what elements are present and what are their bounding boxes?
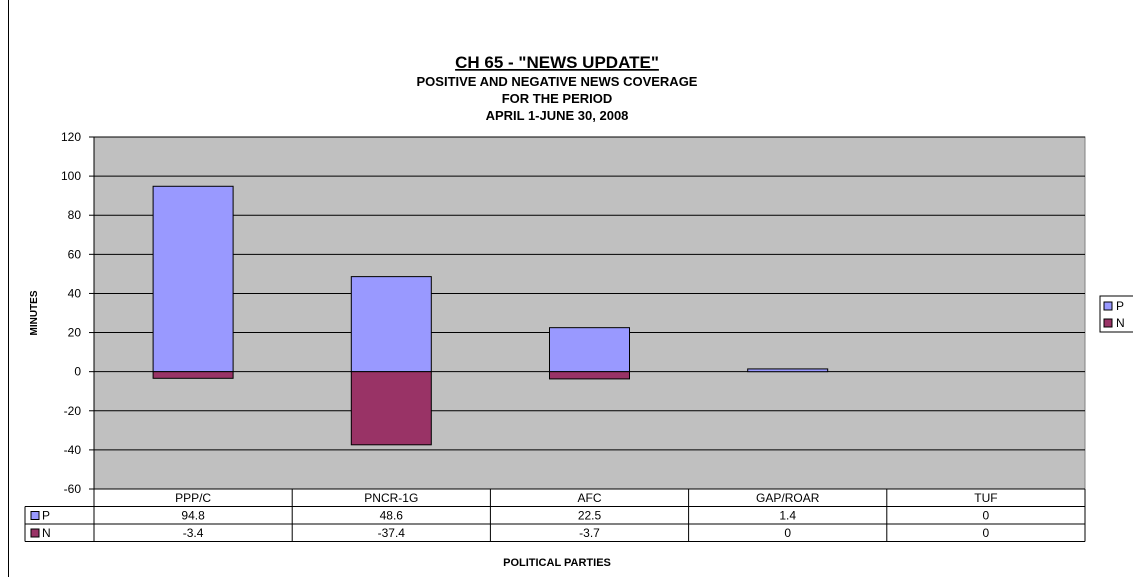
- legend-label: N: [1116, 316, 1125, 330]
- y-axis-label: MINUTES: [29, 290, 40, 335]
- bar-n: [152, 371, 234, 379]
- data-label: -3.7: [579, 526, 600, 540]
- data-label: -37.4: [378, 526, 406, 540]
- x-tick-label: AFC: [578, 491, 602, 505]
- table-legend-key: [30, 511, 40, 520]
- y-tick-label: -60: [64, 482, 82, 496]
- plot-area: [93, 136, 1086, 490]
- y-tick-label: -20: [64, 404, 82, 418]
- table-legend-key: [30, 528, 40, 538]
- x-tick-label: TUF: [974, 491, 997, 505]
- bar-p: [152, 185, 234, 373]
- bar-p: [747, 368, 829, 373]
- y-tick-label: 120: [61, 130, 81, 144]
- y-tick-label: 80: [68, 208, 82, 222]
- data-label: 0: [784, 526, 791, 540]
- chart-title-line: CH 65 - "NEWS UPDATE": [455, 53, 659, 72]
- y-tick-label: 20: [68, 326, 82, 340]
- chart-title-line: APRIL 1-JUNE 30, 2008: [486, 108, 629, 123]
- legend-key-n: [1103, 318, 1113, 328]
- bar-p: [350, 276, 432, 373]
- legend-label: P: [1116, 299, 1124, 313]
- x-tick-label: PPP/C: [175, 491, 211, 505]
- data-label: 94.8: [181, 509, 205, 523]
- data-label: 0: [983, 509, 990, 523]
- y-tick-label: 40: [68, 286, 82, 300]
- data-label: -3.4: [183, 526, 204, 540]
- y-tick-label: 100: [61, 169, 81, 183]
- x-tick-label: PNCR-1G: [364, 491, 418, 505]
- x-axis-label: POLITICAL PARTIES: [503, 557, 611, 569]
- data-label: 1.4: [779, 509, 796, 523]
- y-tick-label: -40: [64, 443, 82, 457]
- chart-border: [8, 0, 9, 577]
- x-tick-label: GAP/ROAR: [756, 491, 820, 505]
- legend-key-p: [1103, 301, 1113, 311]
- chart-title-line: FOR THE PERIOD: [502, 91, 613, 106]
- bar-n: [350, 371, 432, 446]
- y-tick-label: 60: [68, 247, 82, 261]
- data-label: 48.6: [380, 509, 404, 523]
- y-tick-label: 0: [74, 365, 81, 379]
- bar-n: [549, 371, 630, 380]
- data-label: 0: [983, 526, 990, 540]
- chart-title-line: POSITIVE AND NEGATIVE NEWS COVERAGE: [417, 74, 698, 89]
- table-series-name: N: [42, 526, 51, 540]
- data-label: 22.5: [578, 509, 602, 523]
- table-series-name: P: [42, 509, 50, 523]
- bar-p: [549, 327, 630, 373]
